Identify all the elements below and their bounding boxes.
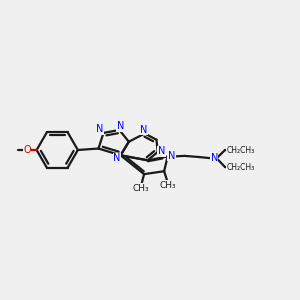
Text: N: N [168, 151, 175, 161]
Text: CH₂CH₃: CH₂CH₃ [226, 146, 255, 155]
Text: N: N [96, 124, 103, 134]
Text: CH₃: CH₃ [160, 181, 177, 190]
Text: N: N [140, 125, 147, 135]
Text: N: N [211, 153, 218, 163]
Text: N: N [117, 121, 124, 131]
Text: N: N [158, 146, 165, 157]
Text: O: O [23, 145, 31, 155]
Text: N: N [113, 153, 121, 163]
Text: CH₃: CH₃ [132, 184, 149, 193]
Text: CH₂CH₃: CH₂CH₃ [226, 163, 255, 172]
